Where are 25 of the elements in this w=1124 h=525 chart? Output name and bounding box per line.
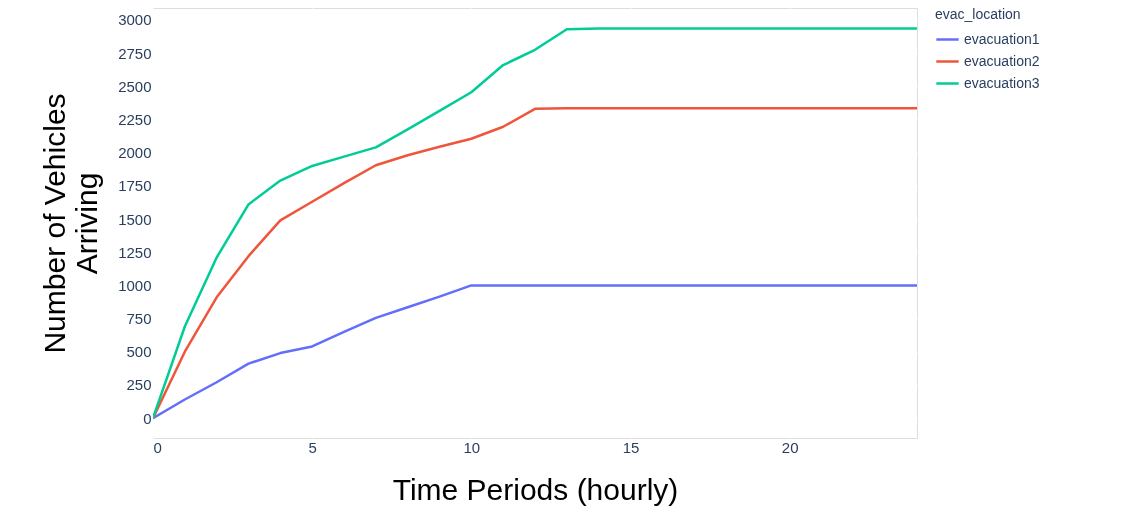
line-series bbox=[153, 284, 917, 420]
y-tick-label: 2000 bbox=[118, 144, 152, 162]
y-tick-label: 0 bbox=[143, 409, 152, 427]
x-tick-label: 20 bbox=[781, 438, 799, 456]
x-tick-label: 10 bbox=[463, 438, 481, 456]
legend-label: evacuation1 bbox=[964, 30, 1040, 47]
y-tick-label: 250 bbox=[126, 376, 152, 394]
y-tick-label: 3000 bbox=[118, 11, 152, 29]
y-tick-label: 2750 bbox=[118, 44, 152, 62]
y-tick-label: 2250 bbox=[118, 110, 152, 128]
y-tick-label: 1750 bbox=[118, 177, 152, 195]
y-tick-label: 1000 bbox=[118, 276, 152, 294]
x-tick-label: 15 bbox=[622, 438, 640, 456]
legend-label: evacuation3 bbox=[964, 74, 1040, 91]
legend-title: evac_location bbox=[935, 6, 1021, 22]
y-tick-label: 500 bbox=[126, 343, 152, 361]
y-tick-label: 1250 bbox=[118, 243, 152, 261]
y-tick-label: 750 bbox=[126, 310, 152, 328]
x-axis-title: Time Periods (hourly) bbox=[392, 472, 679, 506]
y-tick-label: 1500 bbox=[118, 210, 152, 228]
line-series bbox=[153, 27, 917, 420]
y-axis-title: Number of Vehicles Arriving bbox=[38, 93, 104, 354]
x-tick-label: 5 bbox=[308, 438, 317, 456]
y-tick-label: 2500 bbox=[118, 77, 152, 95]
legend-label: evacuation2 bbox=[964, 52, 1040, 69]
